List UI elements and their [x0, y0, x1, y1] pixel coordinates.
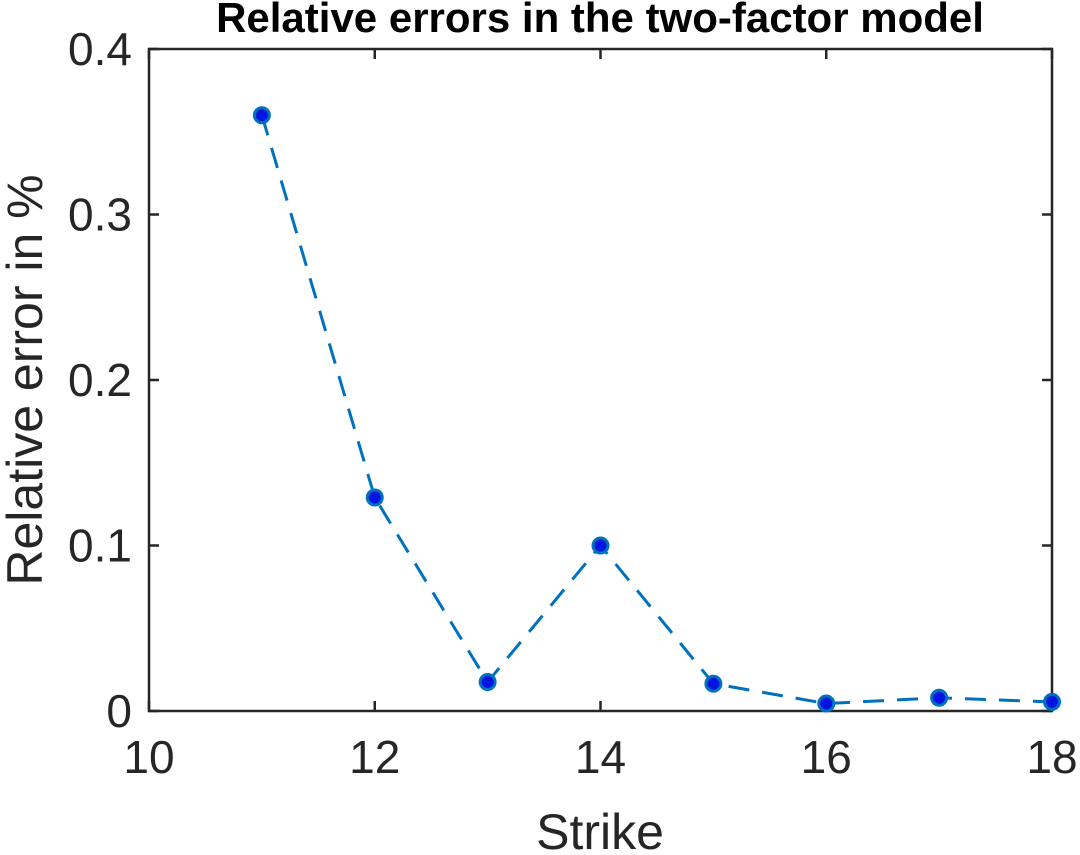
data-point-marker [817, 694, 836, 713]
x-tick-label: 14 [575, 731, 626, 783]
data-point-marker [478, 673, 497, 692]
plot-area-border [147, 47, 1054, 713]
data-point-marker [704, 674, 723, 693]
y-tick-label: 0.3 [68, 189, 132, 241]
data-point-marker [252, 106, 271, 125]
x-tick-label: 10 [123, 731, 174, 783]
y-tick-label: 0.4 [68, 23, 132, 75]
data-series [252, 106, 1061, 713]
x-tick-label: 18 [1026, 731, 1077, 783]
data-point-marker [591, 536, 610, 555]
data-point-marker [365, 488, 384, 507]
y-tick-label: 0.2 [68, 354, 132, 406]
series-line [260, 114, 1053, 706]
x-tick-label: 16 [801, 731, 852, 783]
x-tick-label: 12 [349, 731, 400, 783]
axis-ticks [147, 47, 1054, 713]
axis-tick-labels: 10 12 14 16 18 0 0.1 0.2 0.3 0.4 [68, 23, 1078, 783]
data-point-marker [1043, 692, 1061, 711]
data-point-marker [930, 688, 949, 707]
x-axis-label: Strike [536, 804, 664, 855]
y-axis-label: Relative error in % [0, 174, 53, 585]
y-tick-label: 0.1 [68, 520, 132, 572]
chart-title: Relative errors in the two-factor model [216, 0, 984, 41]
y-tick-label: 0 [106, 685, 132, 737]
